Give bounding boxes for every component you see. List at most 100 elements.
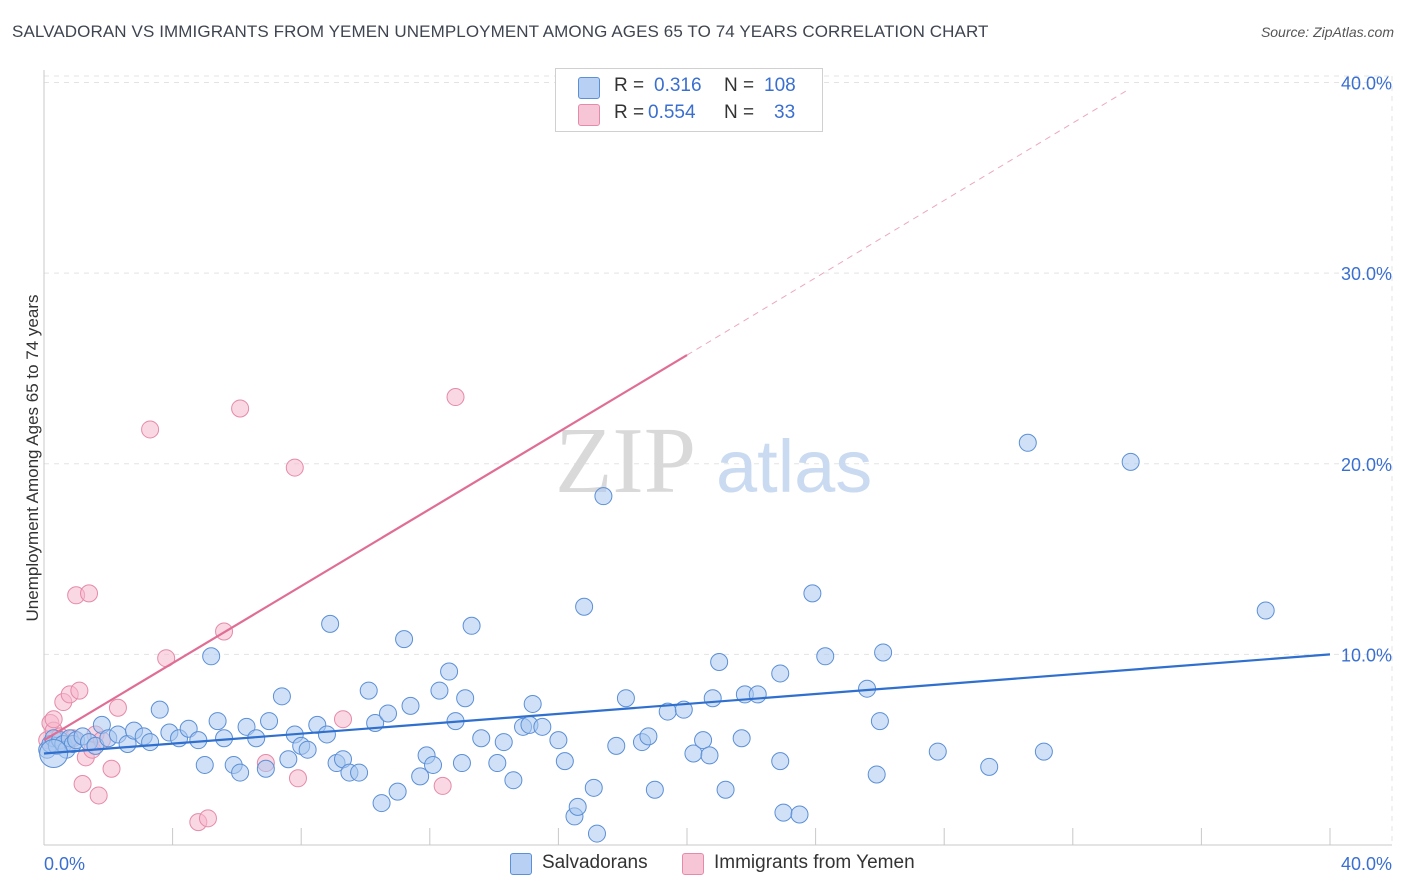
scatter-point-yemen: [44, 710, 63, 729]
scatter-point-salvadorans: [616, 689, 635, 708]
scatter-point-salvadorans: [1121, 452, 1140, 471]
watermark-zip: ZIP: [555, 409, 696, 513]
scatter-point-salvadorans: [494, 733, 513, 752]
scatter-point-salvadorans: [317, 725, 336, 744]
scatter-point-salvadorans: [456, 689, 475, 708]
scatter-point-salvadorans: [452, 754, 471, 773]
scatter-point-salvadorans: [928, 742, 947, 761]
source-label: Source: ZipAtlas.com: [1260, 24, 1394, 40]
bottom-legend-label: Immigrants from Yemen: [714, 852, 915, 873]
scatter-point-salvadorans: [411, 767, 430, 786]
scatter-point-salvadorans: [1018, 433, 1037, 452]
legend-n-label: N =: [724, 102, 755, 123]
scatter-point-salvadorans: [716, 780, 735, 799]
scatter-point-salvadorans: [388, 782, 407, 801]
scatter-point-salvadorans: [272, 687, 291, 706]
scatter-point-yemen: [231, 399, 250, 418]
scatter-point-salvadorans: [523, 694, 542, 713]
scatter-point-salvadorans: [700, 746, 719, 765]
scatter-point-salvadorans: [771, 752, 790, 771]
scatter-point-salvadorans: [587, 824, 606, 843]
scatter-point-salvadorans: [372, 794, 391, 813]
scatter-point-yemen: [198, 809, 217, 828]
scatter-point-yemen: [70, 681, 89, 700]
correlation-legend: R = 0.316 N = 108 R = 0.554 N = 33: [555, 68, 823, 132]
legend-swatch-blue: [578, 77, 600, 99]
scatter-point-yemen: [285, 458, 304, 477]
legend-n-value: 108: [764, 75, 796, 96]
scatter-point-salvadorans: [395, 630, 414, 649]
scatter-point-salvadorans: [472, 729, 491, 748]
scatter-point-salvadorans: [141, 733, 160, 752]
scatter-point-salvadorans: [568, 797, 587, 816]
scatter-point-salvadorans: [379, 704, 398, 723]
trend-line-yemen-extension: [686, 89, 1128, 356]
scatter-point-salvadorans: [150, 700, 169, 719]
scatter-point-salvadorans: [980, 757, 999, 776]
scatter-point-salvadorans: [607, 736, 626, 755]
scatter-point-salvadorans: [488, 754, 507, 773]
scatter-point-yemen: [73, 775, 92, 793]
scatter-point-salvadorans: [732, 729, 751, 748]
scatter-point-salvadorans: [533, 717, 552, 736]
trend-line-salvadorans: [43, 653, 1331, 755]
bottom-legend-swatch-blue: [510, 853, 532, 875]
scatter-point-yemen: [108, 698, 127, 717]
scatter-point-salvadorans: [195, 755, 214, 774]
scatter-point-salvadorans: [584, 778, 603, 797]
scatter-point-salvadorans: [870, 712, 889, 731]
scatter-point-yemen: [80, 584, 99, 603]
legend-swatch-pink: [578, 104, 600, 126]
scatter-point-yemen: [446, 388, 465, 407]
scatter-point-salvadorans: [350, 763, 369, 782]
y-tick-label: 20.0%: [1341, 455, 1392, 475]
scatter-point-salvadorans: [279, 750, 298, 769]
legend-r-label: R =: [614, 102, 645, 123]
scatter-point-salvadorans: [748, 685, 767, 704]
scatter-point-salvadorans: [504, 771, 523, 790]
scatter-point-yemen: [141, 420, 160, 439]
x-tick-label-max: 40.0%: [1341, 854, 1392, 874]
trend-line-yemen: [43, 354, 688, 742]
axes: [43, 70, 1392, 846]
scatter-point-salvadorans: [256, 759, 275, 778]
scatter-point-salvadorans: [645, 780, 664, 799]
scatter-point-salvadorans: [202, 647, 221, 666]
scatter-point-salvadorans: [1034, 742, 1053, 761]
y-tick-label: 40.0%: [1341, 74, 1392, 94]
legend-r-label: R =: [614, 75, 645, 96]
scatter-point-salvadorans: [555, 752, 574, 771]
scatter-point-salvadorans: [298, 740, 317, 759]
legend-r-value: 0.316: [654, 75, 702, 96]
y-tick-label: 30.0%: [1341, 264, 1392, 284]
scatter-point-salvadorans: [440, 662, 459, 681]
scatter-point-salvadorans: [867, 765, 886, 784]
bottom-legend-label: Salvadorans: [542, 852, 648, 873]
x-tick-label-min: 0.0%: [44, 854, 85, 874]
tick-labels: 10.0% 20.0% 30.0% 40.0% 0.0% 40.0%: [44, 74, 1392, 875]
scatter-point-salvadorans: [260, 712, 279, 731]
legend-n-value: 33: [774, 102, 796, 123]
scatter-point-salvadorans: [549, 731, 568, 750]
watermark: ZIP atlas: [555, 409, 872, 513]
legend-r-value: 0.554: [648, 102, 696, 123]
scatter-point-salvadorans: [462, 616, 481, 635]
scatter-point-yemen: [433, 776, 452, 795]
scatter-point-salvadorans: [774, 803, 793, 822]
scatter-point-salvadorans: [694, 731, 713, 750]
scatter-point-yemen: [102, 759, 121, 778]
scatter-point-salvadorans: [430, 681, 449, 700]
scatter-point-salvadorans: [710, 653, 729, 671]
scatter-point-salvadorans: [594, 487, 613, 506]
scatter-point-salvadorans: [359, 681, 378, 700]
scatter-point-salvadorans: [208, 712, 227, 731]
scatter-point-yemen: [89, 786, 108, 805]
watermark-atlas: atlas: [716, 425, 872, 508]
scatter-point-salvadorans: [703, 689, 722, 708]
y-axis-label: Unemployment Among Ages 65 to 74 years: [23, 295, 42, 622]
scatter-point-salvadorans: [424, 755, 443, 774]
y-tick-label: 10.0%: [1341, 645, 1392, 665]
scatter-point-salvadorans: [803, 584, 822, 603]
chart-title: SALVADORAN VS IMMIGRANTS FROM YEMEN UNEM…: [12, 22, 989, 41]
